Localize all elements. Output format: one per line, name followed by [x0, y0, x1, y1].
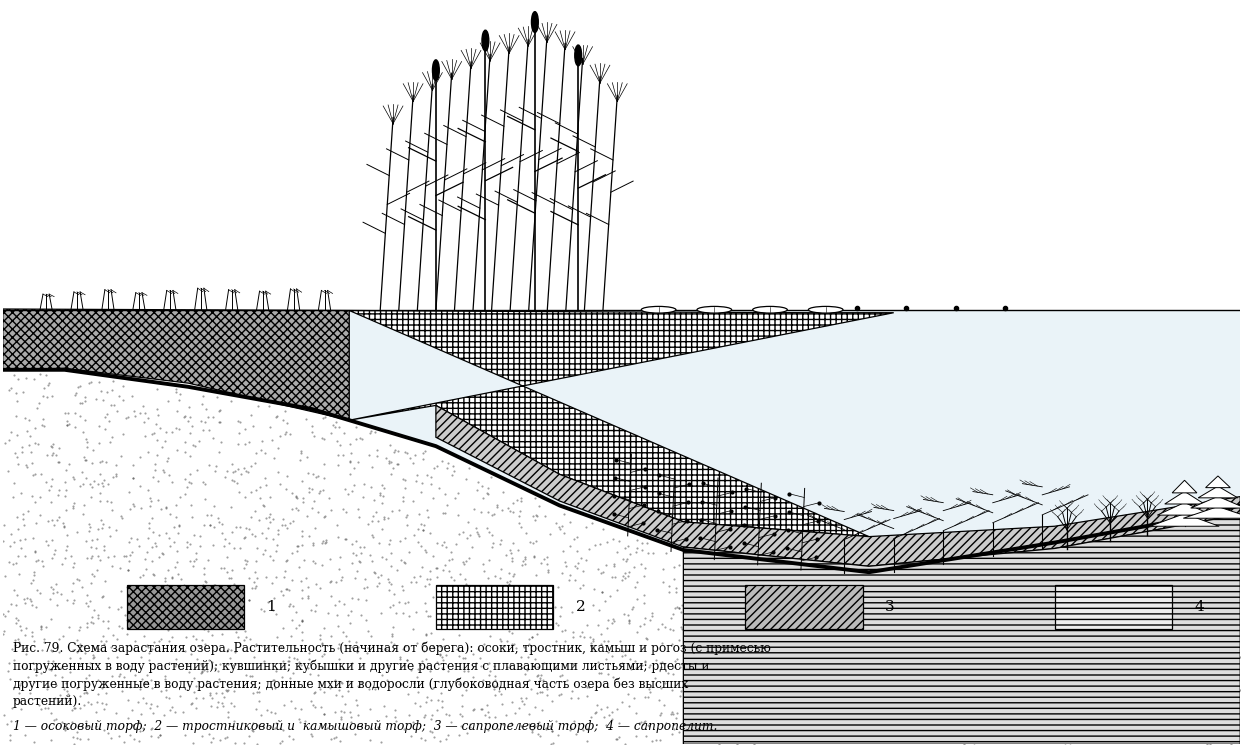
Text: 1: 1 [266, 600, 276, 614]
Text: 4: 4 [1195, 600, 1204, 614]
Ellipse shape [433, 60, 439, 81]
Bar [1054, 585, 1172, 629]
Polygon shape [1183, 506, 1243, 518]
Text: 1 — осоковый торф;  2 — тростниковый и  камышовый торф;  3 — сапропелевый торф; : 1 — осоковый торф; 2 — тростниковый и ка… [12, 721, 717, 734]
Polygon shape [684, 515, 1241, 744]
Ellipse shape [532, 12, 538, 32]
Bar [127, 585, 244, 629]
Ellipse shape [808, 306, 843, 313]
Ellipse shape [697, 306, 732, 313]
Polygon shape [1172, 480, 1197, 493]
Polygon shape [1165, 492, 1204, 504]
Polygon shape [1191, 496, 1243, 508]
Text: Рис. 79. Схема зарастания озера. Растительность (начиная от берега): осоки, трос: Рис. 79. Схема зарастания озера. Растите… [12, 642, 771, 708]
Ellipse shape [574, 45, 582, 66]
Ellipse shape [641, 306, 676, 313]
Polygon shape [436, 406, 1241, 566]
Ellipse shape [753, 306, 787, 313]
Polygon shape [1206, 476, 1231, 488]
Text: 3: 3 [885, 600, 895, 614]
Polygon shape [1150, 514, 1219, 526]
Text: 2: 2 [576, 600, 585, 614]
Polygon shape [1198, 486, 1238, 498]
Polygon shape [2, 309, 349, 421]
Bar [746, 585, 863, 629]
Polygon shape [349, 311, 1241, 744]
Polygon shape [349, 311, 894, 536]
Ellipse shape [482, 30, 488, 51]
Polygon shape [1157, 503, 1212, 515]
Bar [436, 585, 553, 629]
